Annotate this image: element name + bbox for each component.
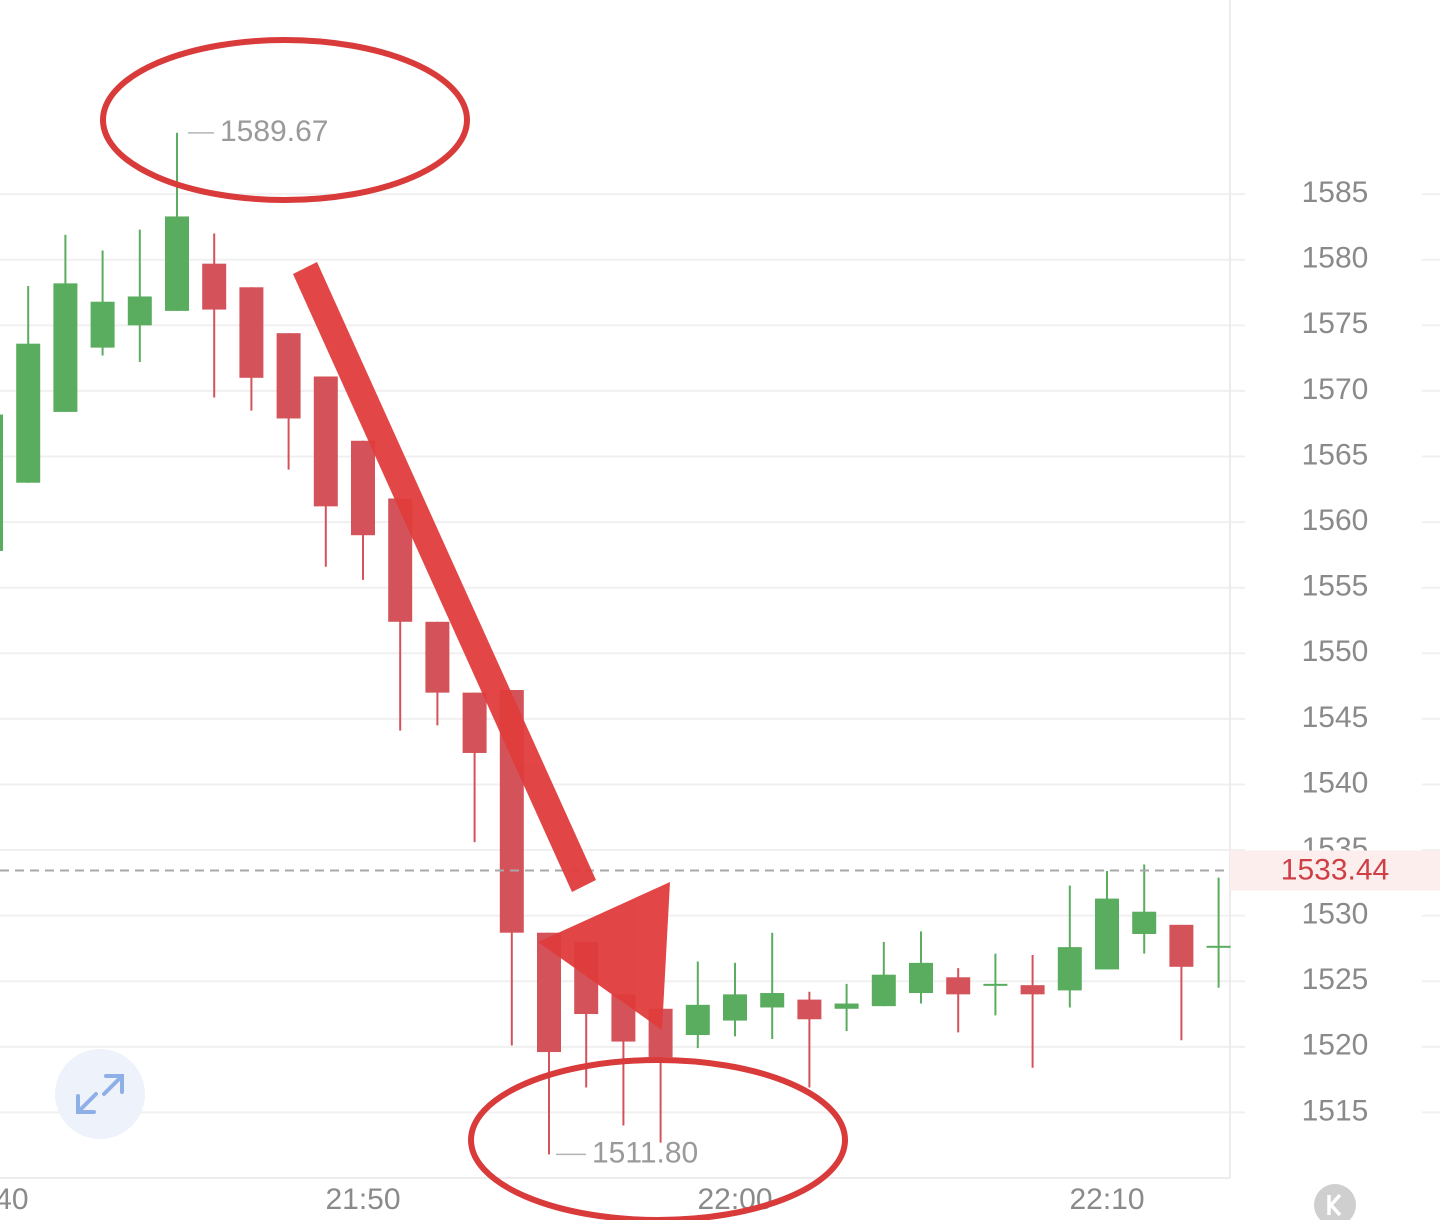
x-tick-label: 21:50 [325, 1183, 400, 1216]
candle-body [90, 301, 115, 348]
last-price-label: 1533.44 [1281, 853, 1389, 886]
y-tick-label: 1530 [1302, 898, 1369, 931]
grid [0, 193, 1440, 1114]
arrow-head [538, 882, 670, 1030]
labels: 1515152015251530153515401545155015551560… [0, 115, 1440, 1216]
candle-body [313, 376, 338, 507]
y-tick-label: 1555 [1302, 570, 1369, 603]
y-tick-label: 1580 [1302, 242, 1369, 275]
candles [0, 132, 1231, 1155]
candle-body [1206, 945, 1231, 948]
k-icon[interactable] [1327, 1193, 1342, 1217]
candle-body [53, 283, 78, 412]
y-tick-label: 1560 [1302, 504, 1369, 537]
candle-body [834, 1003, 859, 1009]
y-tick-label: 1570 [1302, 373, 1369, 406]
candle-body [685, 1004, 710, 1036]
candle-body [797, 999, 822, 1020]
candle-body [127, 296, 152, 326]
candle-body [1169, 924, 1194, 967]
candle-body [1020, 985, 1045, 995]
candle-body [0, 414, 3, 551]
candle-body [723, 994, 747, 1021]
candle-body [1057, 947, 1082, 991]
candle-body [425, 621, 450, 693]
candle-body [871, 974, 896, 1007]
candle-body [462, 692, 487, 753]
candle-body [165, 216, 189, 311]
highlight-ellipse [100, 37, 470, 203]
x-tick-label: 21:40 [0, 1183, 29, 1216]
y-tick-label: 1525 [1302, 963, 1369, 996]
last-price-bg [1230, 850, 1440, 891]
candle-body [16, 343, 41, 483]
y-tick-label: 1565 [1302, 438, 1369, 471]
candle-body [760, 993, 785, 1008]
y-tick-label: 1575 [1302, 307, 1369, 340]
candle-body [202, 263, 227, 310]
expand-button[interactable] [55, 1049, 145, 1139]
candle-body [276, 333, 301, 419]
k-button[interactable] [1314, 1184, 1356, 1220]
x-tick-label: 22:10 [1069, 1183, 1144, 1216]
highlight-ellipse [468, 1057, 848, 1220]
candle-body [946, 977, 971, 995]
y-tick-label: 1540 [1302, 766, 1369, 799]
high-label: 1589.67 [220, 115, 328, 148]
y-tick-label: 1550 [1302, 635, 1369, 668]
candle-body [239, 287, 264, 378]
candle-body [909, 962, 933, 994]
y-tick-label: 1585 [1302, 176, 1369, 209]
candle-body [1132, 911, 1157, 935]
candle-body [1095, 898, 1119, 970]
trend-arrow [293, 262, 670, 1030]
y-tick-label: 1515 [1302, 1094, 1369, 1127]
low-label: 1511.80 [592, 1136, 698, 1169]
expand-icon[interactable] [76, 1074, 124, 1114]
candle-body [351, 440, 375, 536]
y-tick-label: 1545 [1302, 701, 1369, 734]
candle-body [983, 983, 1008, 986]
y-tick-label: 1520 [1302, 1029, 1369, 1062]
arrow-shaft [293, 262, 596, 892]
expand-button-bg[interactable] [55, 1049, 145, 1139]
